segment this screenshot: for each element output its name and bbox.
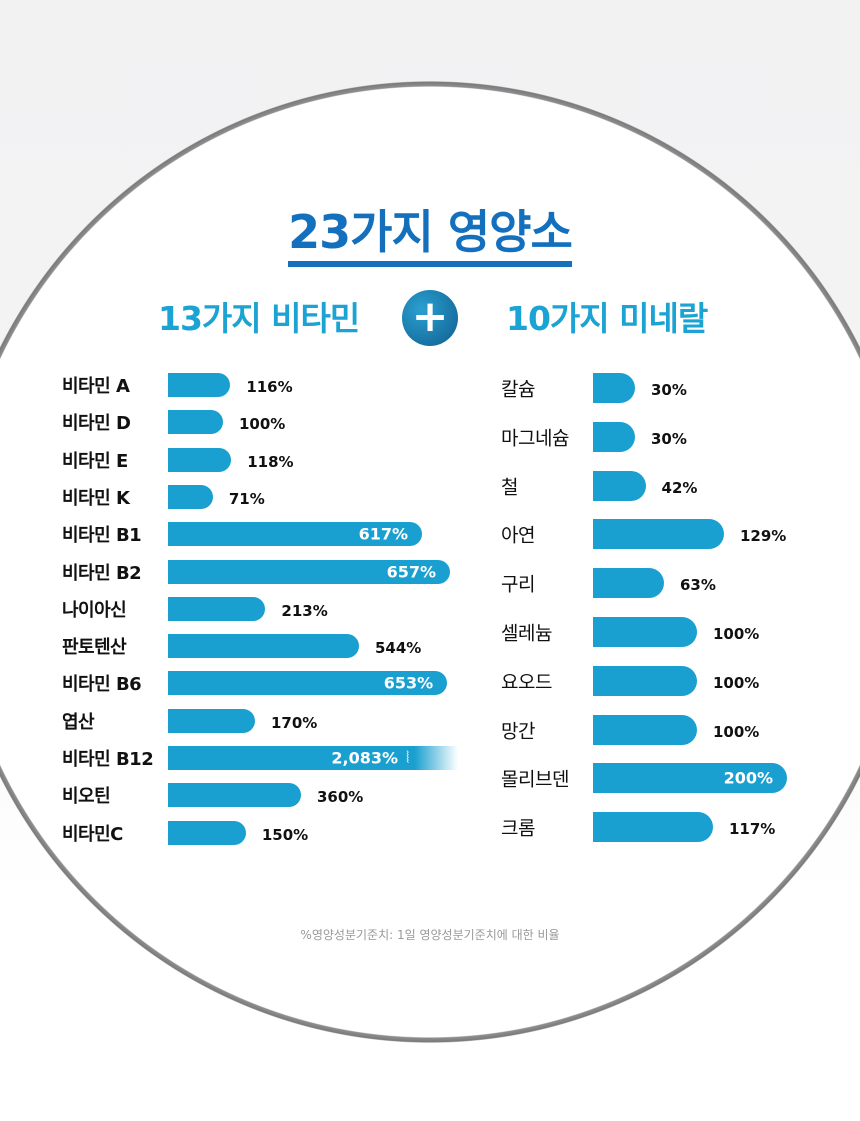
value-label: 100% (239, 415, 286, 434)
value-label: 129% (740, 527, 787, 546)
bar (168, 522, 422, 547)
category-label: 칼슘 (501, 378, 535, 401)
category-label: 마그네슘 (501, 427, 569, 450)
category-label: 비타민 B2 (62, 562, 142, 584)
value-label: 2,083% (331, 748, 398, 768)
bar (168, 634, 359, 659)
category-label: 아연 (501, 524, 535, 547)
mineral-heading: 10가지 미네랄 (506, 299, 708, 338)
category-label: 몰리브덴 (501, 768, 569, 791)
value-label: 63% (680, 576, 716, 595)
bar (593, 470, 646, 501)
category-label: 비타민C (62, 823, 123, 845)
bar (168, 820, 246, 845)
value-label: 657% (386, 562, 436, 581)
bar (593, 617, 697, 647)
category-label: 비오틴 (62, 786, 111, 808)
value-label: 360% (317, 788, 364, 807)
value-label: 170% (271, 713, 318, 732)
bar (593, 519, 724, 550)
bar (168, 783, 301, 808)
bar (168, 410, 223, 435)
value-label: 617% (358, 524, 408, 544)
bar (593, 665, 697, 696)
bar (168, 671, 448, 696)
bar (593, 568, 664, 599)
category-label: 구리 (501, 573, 535, 596)
value-label: 200% (723, 768, 773, 788)
value-label: 30% (651, 429, 687, 448)
vitamin-heading: 13가지 비타민 (158, 299, 360, 338)
footnote: %영양성분기준치: 1일 영양성분기준치에 대한 비율 (300, 928, 560, 942)
value-label: 30% (651, 381, 687, 399)
category-label: 망간 (501, 720, 535, 743)
category-label: 비타민 B12 (62, 749, 154, 770)
plus-icon: + (402, 290, 458, 346)
value-label: 42% (661, 478, 698, 497)
category-label: 셀레늄 (501, 622, 552, 645)
value-label: 544% (375, 639, 422, 658)
category-label: 철 (501, 476, 518, 499)
value-label: 213% (281, 601, 328, 620)
category-label: 비타민 E (62, 450, 128, 472)
page-title: 23가지 영양소 (0, 196, 860, 267)
category-label: 크롬 (501, 817, 535, 840)
bar (168, 559, 450, 584)
value-label: 117% (729, 820, 776, 839)
bar (168, 447, 232, 472)
category-label: 비타민 K (62, 487, 130, 509)
category-label: 비타민 A (62, 376, 130, 397)
value-label: 100% (713, 722, 760, 741)
category-label: 나이아신 (62, 599, 127, 621)
bar (593, 373, 635, 403)
bar (168, 484, 213, 509)
bar (593, 421, 635, 452)
value-label: 100% (713, 625, 760, 643)
bar (593, 763, 787, 794)
category-label: 판토텐산 (62, 637, 127, 659)
category-label: 비타민 D (62, 413, 131, 435)
bar (593, 714, 697, 745)
value-label: 116% (246, 378, 293, 396)
value-label: 118% (247, 452, 294, 471)
category-label: 비타민 B1 (62, 525, 142, 547)
bar (168, 373, 231, 397)
value-label: 100% (713, 673, 760, 692)
bar (168, 746, 458, 770)
bar (168, 708, 255, 733)
category-label: 비타민 B6 (62, 674, 142, 696)
category-label: 엽산 (62, 711, 95, 733)
value-label: 653% (383, 673, 434, 693)
break-mark-icon: ⦚ (406, 748, 410, 767)
bar (168, 596, 266, 621)
value-label: 71% (228, 489, 265, 508)
category-label: 요오드 (501, 671, 552, 694)
value-label: 150% (261, 825, 309, 844)
bar (593, 812, 713, 843)
